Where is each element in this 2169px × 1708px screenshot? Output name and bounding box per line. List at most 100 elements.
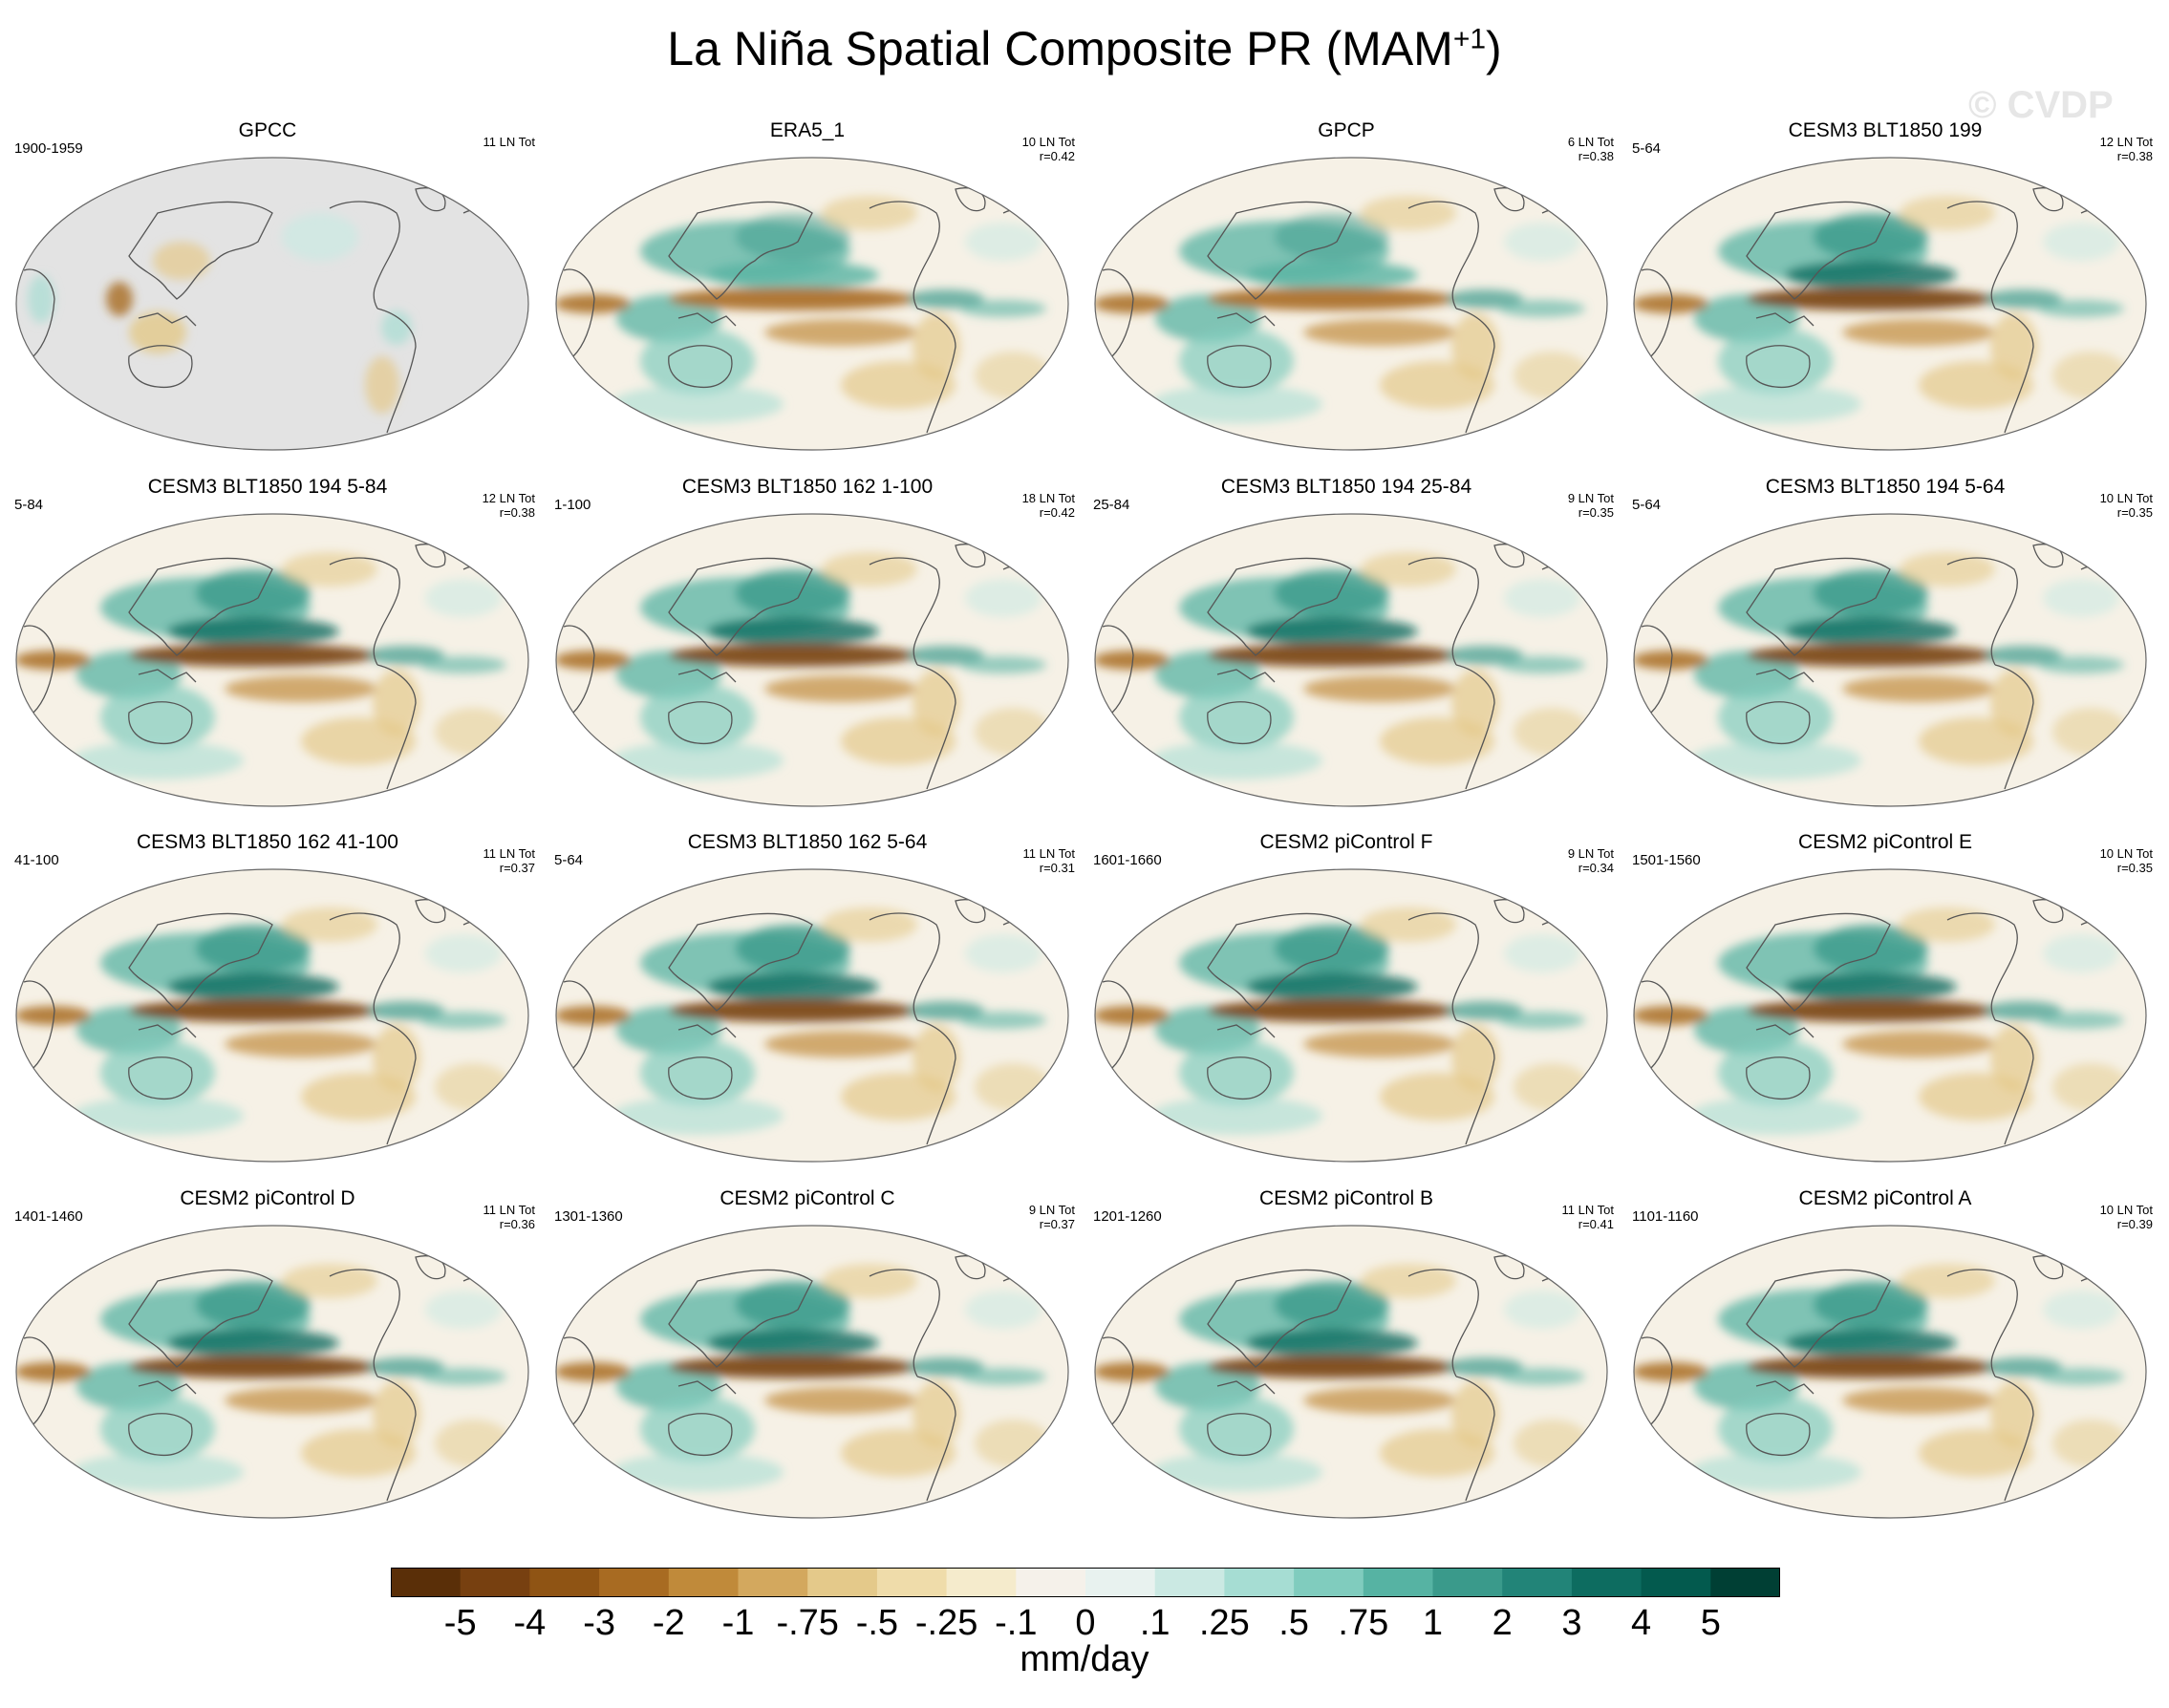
colorbar-bin [529,1568,600,1597]
anomaly-patch [1499,1368,1585,1385]
coast-south-america [1455,308,1495,434]
coast-australia [1746,1413,1811,1457]
anomaly-patch [1179,1396,1294,1462]
anomaly-patch [612,1097,784,1135]
anomaly-patch [1986,1357,2062,1377]
anomaly-patch [1634,651,1708,670]
panel-correlation: r=0.37 [1039,1217,1075,1231]
anomaly-patch [1900,196,1995,230]
panel-event-count: 12 LN Tot [482,491,535,505]
coast-south-america [1455,1376,1495,1502]
panel-correlation: r=0.35 [1578,505,1614,520]
coast-asia [1207,1269,1352,1368]
coast-indonesia [1755,312,1815,327]
anomaly-patch [965,579,1042,617]
panel-title: CESM2 piControl E [1797,831,1973,853]
anomaly-patch [822,552,917,587]
anomaly-patch [1447,289,1523,309]
colorbar-tick-label: 5 [1700,1603,1721,1643]
anomaly-patch [420,656,506,673]
panel-correlation: r=0.38 [499,505,535,520]
coast-south-america [376,1376,417,1502]
coast-south-america [916,1019,956,1145]
map-panel: CESM3 BLT1850 199 5-64 12 LN Tot r=0.38 [1618,119,2153,454]
anomaly-patch [1095,651,1170,670]
coast-north-america [329,201,400,310]
panel-stats: 6 LN Tot r=0.38 [1568,135,1614,163]
anomaly-patch [822,907,917,942]
panel-years: 1101-1160 [1632,1208,1699,1225]
world-map [1633,157,2147,451]
figure-title: La Niña Spatial Composite PR (MAM+1) [0,21,2169,76]
anomaly-patch [1718,1039,1833,1106]
globe-outline [1633,513,2147,807]
globe-outline [555,1225,1069,1519]
panel-event-count: 11 LN Tot [483,1203,535,1217]
colorbar-bin [1016,1568,1086,1597]
anomaly-patch [1718,1396,1833,1462]
coast-australia [128,1413,193,1457]
coast-australia [1746,1057,1811,1100]
anomaly-patch [1504,934,1580,972]
anomaly-patch [764,1031,917,1057]
panel-years: 1-100 [554,497,591,513]
anomaly-patch [908,1357,984,1377]
colorbar-bin [1085,1568,1156,1597]
anomaly-patch [1361,1264,1456,1298]
anomaly-patch [167,617,339,646]
coast-north-america [869,1269,940,1377]
anomaly-patch [908,646,984,665]
anomaly-patch [669,1356,917,1378]
anomaly-patch [960,656,1046,673]
coast-asia [1746,912,1891,1012]
anomaly-patch [640,1396,755,1462]
anomaly-patch [1990,313,2038,380]
panel-stats: 11 LN Tot r=0.36 [483,1203,535,1231]
anomaly-patch [1179,1039,1294,1106]
coast-africa [23,1336,55,1425]
anomaly-patch [373,670,420,737]
anomaly-patch [1303,319,1456,346]
panel-correlation: r=0.36 [499,1217,535,1231]
anomaly-patch [1842,675,1995,702]
coast-africa [563,268,595,357]
anomaly-patch [368,1001,444,1020]
colorbar-tick-label: .1 [1139,1603,1170,1643]
panel-event-count: 12 LN Tot [2099,135,2153,149]
panel-title: CESM3 BLT1850 194 25-84 [1220,476,1472,498]
anomaly-patch [908,289,984,309]
globe-outline [15,868,529,1163]
map-panel: CESM2 piControl F 1601-1660 9 LN Tot r=0.34 [1079,831,1614,1165]
globe-outline [1094,513,1608,807]
panel-stats: 11 LN Tot [483,135,535,149]
anomaly-patch [16,1006,91,1025]
anomaly-patch [153,242,210,280]
coast-australia [668,1057,733,1100]
coast-indonesia [1755,669,1815,683]
anomaly-patch [965,223,1042,261]
anomaly-patch [196,1281,311,1329]
anomaly-patch [1814,1281,1928,1329]
anomaly-patch [913,670,960,737]
world-map [1094,513,1608,807]
panel-event-count: 11 LN Tot [483,846,535,861]
anomaly-patch [1689,741,1861,779]
anomaly-patch [225,1387,377,1414]
globe-outline [15,513,529,807]
colorbar-units: mm/day [1020,1639,1149,1679]
coast-asia [668,201,813,300]
coast-africa [563,625,595,714]
colorbar-bin [807,1568,878,1597]
anomaly-patch [975,708,1051,756]
coast-asia [128,557,273,656]
panel-correlation: r=0.35 [2116,505,2153,520]
coast-south-america [376,1019,417,1145]
anomaly-patch [975,1063,1051,1111]
anomaly-patch [1986,1001,2062,1020]
panel-title: CESM2 piControl D [180,1187,355,1209]
anomaly-patch [1208,288,1456,310]
panel-event-count: 10 LN Tot [1021,135,1075,149]
colorbar-bin [1710,1568,1780,1597]
anomaly-patch [908,1001,984,1020]
anomaly-patch [1275,1281,1389,1329]
